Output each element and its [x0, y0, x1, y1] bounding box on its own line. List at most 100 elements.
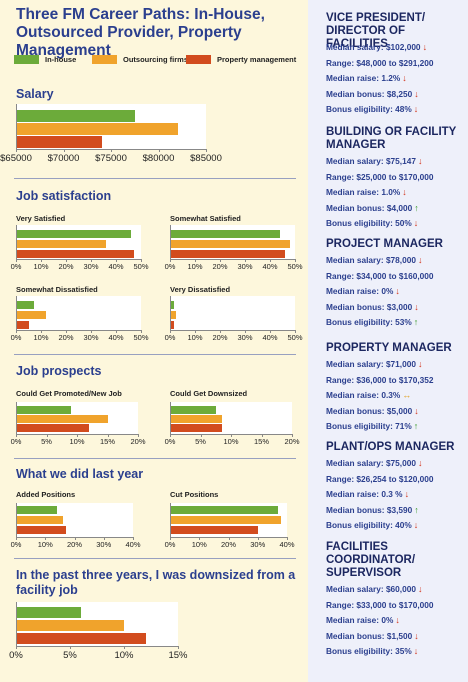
- legend-swatch-in-house: [14, 54, 39, 64]
- bar-in-house: [16, 506, 57, 514]
- plot-area: [170, 225, 295, 259]
- job-stat-text: Median raise: 0%: [326, 615, 394, 625]
- job-title: PLANT/OPS MANAGER: [326, 441, 455, 453]
- x-tick-mark: [141, 330, 142, 333]
- job-stat-text: Bonus eligibility: 35%: [326, 646, 412, 656]
- bar-outsourcing: [16, 415, 108, 423]
- job-stat-line: Median raise: 0% ↓: [326, 286, 466, 297]
- job-stat-text: Median raise: 1.0%: [326, 187, 401, 197]
- x-tick-mark: [91, 330, 92, 333]
- x-tick-mark: [270, 330, 271, 333]
- legend-label: Outsourcing firms: [123, 54, 189, 64]
- x-tick-mark: [141, 259, 142, 262]
- x-tick-label: 0%: [10, 540, 22, 549]
- panel-title-somewhat-satisfied: Somewhat Satisfied: [170, 214, 241, 223]
- x-tick-label: 10%: [187, 333, 203, 342]
- job-stat-text: Median raise: 0.3 %: [326, 489, 403, 499]
- legend-item-property: Property management: [186, 52, 296, 66]
- x-tick-mark: [158, 149, 160, 152]
- job-stat-line: Median salary: $75,000 ↓: [326, 458, 466, 469]
- x-tick-mark: [270, 259, 271, 262]
- job-stat-text: Range: $36,000 to $170,352: [326, 374, 434, 385]
- x-tick-label: 30%: [96, 540, 112, 549]
- legend-swatch-outsourcing: [92, 54, 117, 64]
- x-tick-label: 5%: [63, 650, 77, 661]
- x-tick-mark: [124, 646, 125, 649]
- bar-outsourcing: [16, 516, 63, 524]
- x-tick-label: 20%: [212, 262, 228, 271]
- downsized-chart: 0% 5% 10% 15% 20%: [165, 402, 300, 448]
- y-axis-line: [16, 296, 17, 330]
- job-stat-line: Median raise: 0% ↓: [326, 615, 466, 626]
- job-stat-line: Median raise: 1.0% ↓: [326, 187, 466, 198]
- x-tick-mark: [16, 537, 17, 540]
- x-tick-mark: [257, 537, 259, 540]
- section-title-job-prospects: Job prospects: [16, 364, 102, 378]
- legend-item-in-house: In-house: [14, 52, 76, 66]
- bar-property-management: [16, 633, 146, 644]
- x-tick-label: 20%: [58, 333, 74, 342]
- plot-area: [16, 602, 178, 646]
- job-stat-text: Median salary: $75,000: [326, 458, 416, 468]
- x-tick-mark: [116, 259, 117, 262]
- job-stat-line: Median salary: $75,147 ↓: [326, 156, 466, 167]
- bar-property-management: [16, 136, 102, 148]
- x-tick-mark: [170, 259, 171, 262]
- x-tick-label: 10%: [33, 333, 49, 342]
- x-tick-mark: [231, 434, 232, 437]
- trend-down-icon: ↓: [417, 156, 423, 166]
- plot-area: [170, 402, 292, 434]
- somewhat-dissatisfied-chart: 0% 10% 20% 30% 40% 50%: [11, 296, 149, 344]
- trend-down-icon: ↓: [395, 286, 400, 296]
- x-tick-mark: [287, 537, 288, 540]
- x-tick-label: 40%: [108, 333, 124, 342]
- x-tick-mark: [41, 330, 42, 333]
- charts-panel: Three FM Career Paths: In-House, Outsour…: [0, 0, 308, 682]
- trend-down-icon: ↓: [414, 405, 419, 416]
- section-title-salary: Salary: [16, 87, 54, 101]
- x-tick-mark: [45, 537, 47, 540]
- cut-positions-chart: 0% 10% 20% 30% 40%: [165, 503, 295, 551]
- bar-property-management: [170, 526, 258, 534]
- job-stat-text: Median salary: $75,147: [326, 156, 416, 166]
- divider: [14, 354, 296, 355]
- bar-in-house: [170, 406, 216, 414]
- x-tick-mark: [77, 434, 78, 437]
- x-tick-label: 0%: [10, 333, 22, 342]
- salary-chart: $65000 $70000 $75000 $80000 $85000: [0, 104, 222, 164]
- x-tick-label: $65000: [0, 153, 32, 164]
- x-tick-label: 10%: [37, 540, 53, 549]
- job-stat-line: Bonus eligibility: 71% ↑: [326, 421, 466, 432]
- job-stat-text: Median bonus: $1,500: [326, 630, 413, 641]
- x-tick-mark: [103, 537, 105, 540]
- x-tick-label: 20%: [220, 540, 237, 549]
- job-stat-line: Median bonus: $5,000 ↓: [326, 406, 466, 417]
- x-tick-mark: [16, 149, 17, 152]
- x-tick-label: 40%: [279, 540, 295, 549]
- job-title: PROJECT MANAGER: [326, 238, 443, 250]
- bar-outsourcing: [170, 240, 290, 248]
- x-tick-mark: [16, 646, 17, 649]
- job-stat-line: Bonus eligibility: 48% ↓: [326, 104, 466, 115]
- promoted-chart: 0% 5% 10% 15% 20%: [11, 402, 146, 448]
- x-tick-label: 0%: [10, 262, 22, 271]
- trend-down-icon: ↓: [417, 255, 423, 265]
- downsized-3yr-chart: 0% 5% 10% 15%: [9, 602, 188, 661]
- x-tick-label: 50%: [287, 333, 303, 342]
- bar-outsourcing: [170, 415, 222, 423]
- trend-down-icon: ↓: [413, 104, 419, 114]
- x-tick-label: 15%: [168, 650, 188, 661]
- x-tick-label: 30%: [83, 333, 99, 342]
- x-axis-line: [16, 646, 178, 647]
- trend-down-icon: ↓: [404, 489, 410, 499]
- trend-down-icon: ↓: [402, 73, 407, 83]
- x-tick-mark: [200, 434, 202, 437]
- bar-in-house: [16, 406, 71, 414]
- x-tick-label: $70000: [47, 153, 80, 164]
- x-tick-mark: [245, 259, 246, 262]
- very-satisfied-chart: 0% 10% 20% 30% 40% 50%: [11, 225, 149, 273]
- bar-property-management: [16, 526, 66, 534]
- trend-down-icon: ↓: [417, 359, 423, 369]
- x-tick-label: 40%: [262, 333, 278, 342]
- job-stat-line: Range: $48,000 to $291,200: [326, 58, 466, 69]
